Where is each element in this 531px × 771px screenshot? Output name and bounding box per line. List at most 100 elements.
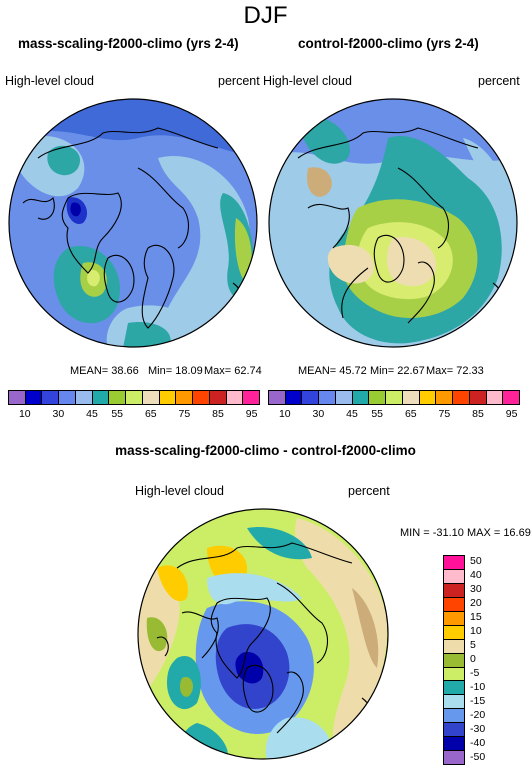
colorbar-tick-label: 10 [278,408,291,420]
diff-colorbar [443,555,465,765]
panel-1-colorbar-ticks: 10 30 45 55 65 75 85 95 [8,408,260,422]
panel-1-min: Min= 18.09 [148,365,203,377]
colorbar-swatch [444,639,464,654]
colorbar-swatch [159,391,177,404]
colorbar-swatch [444,556,464,570]
panel-1-title: mass-scaling-f2000-climo (yrs 2-4) [18,36,239,51]
colorbar-tick-label: 95 [245,408,258,420]
colorbar-tick-label: 30 [52,408,65,420]
panel-1-mean: MEAN= 38.66 [70,365,139,377]
colorbar-swatch [436,391,454,404]
colorbar-tick-label: -50 [470,751,486,763]
colorbar-swatch [319,391,336,404]
colorbar-swatch [9,391,26,404]
panel-2-mean: MEAN= 45.72 [298,365,367,377]
panel-2-colorbar [268,390,520,405]
colorbar-tick-label: 85 [472,408,484,420]
panel-2-map [268,98,518,348]
colorbar-tick-label: 65 [404,408,417,420]
panel-1-max: Max= 62.74 [204,365,262,377]
colorbar-tick-label: -30 [470,723,486,735]
colorbar-tick-label: 55 [371,408,384,420]
colorbar-swatch [243,391,260,404]
colorbar-swatch [444,569,464,584]
figure-title: DJF [243,2,288,29]
colorbar-swatch [335,391,353,404]
colorbar-swatch [444,695,464,710]
panel-1-units: percent [218,74,260,88]
colorbar-swatch [402,391,420,404]
colorbar-swatch [142,391,160,404]
colorbar-swatch [42,391,60,404]
colorbar-swatch [226,391,244,404]
colorbar-tick-label: 0 [470,653,476,665]
colorbar-tick-label: 45 [86,408,98,420]
colorbar-swatch [444,667,464,682]
colorbar-tick-label: 20 [470,597,482,609]
panel-2-variable: High-level cloud [263,74,352,88]
colorbar-tick-label: -40 [470,737,486,749]
colorbar-swatch [444,709,464,724]
colorbar-tick-label: 5 [470,639,476,651]
colorbar-swatch [444,737,464,752]
colorbar-swatch [444,583,464,598]
colorbar-tick-label: 15 [470,611,482,623]
colorbar-tick-label: 40 [470,569,482,581]
colorbar-swatch [126,391,143,404]
colorbar-swatch [453,391,470,404]
panel-2-max: Max= 72.33 [426,365,484,377]
colorbar-tick-label: 45 [346,408,358,420]
colorbar-swatch [444,597,464,612]
panel-2-colorbar-ticks: 10 30 45 55 65 75 85 95 [268,408,520,422]
diff-map [137,508,389,760]
colorbar-swatch [469,391,487,404]
colorbar-swatch [193,391,210,404]
colorbar-swatch [25,391,43,404]
colorbar-tick-label: 85 [212,408,224,420]
colorbar-swatch [352,391,370,404]
colorbar-swatch [285,391,303,404]
colorbar-swatch [92,391,110,404]
colorbar-swatch [109,391,127,404]
colorbar-swatch [444,653,464,668]
colorbar-tick-label: 75 [438,408,451,420]
colorbar-tick-label: 10 [470,625,482,637]
colorbar-tick-label: 75 [178,408,191,420]
colorbar-tick-label: 95 [505,408,518,420]
panel-1-map [8,98,258,348]
diff-title: mass-scaling-f2000-climo - control-f2000… [115,443,416,458]
colorbar-swatch [59,391,76,404]
colorbar-tick-label: 55 [111,408,124,420]
panel-2-title: control-f2000-climo (yrs 2-4) [298,36,479,51]
colorbar-swatch [486,391,504,404]
panel-2-min: Min= 22.67 [370,365,425,377]
colorbar-swatch [75,391,93,404]
colorbar-swatch [444,681,464,696]
colorbar-tick-label: 30 [312,408,325,420]
colorbar-swatch [302,391,320,404]
colorbar-swatch [503,391,520,404]
colorbar-tick-label: 10 [18,408,31,420]
colorbar-swatch [176,391,194,404]
colorbar-swatch [386,391,403,404]
colorbar-swatch [444,723,464,738]
colorbar-tick-label: -15 [470,695,486,707]
colorbar-swatch [444,625,464,640]
colorbar-tick-label: 65 [144,408,157,420]
colorbar-swatch [209,391,227,404]
colorbar-swatch [444,751,464,765]
colorbar-swatch [444,611,464,626]
colorbar-swatch [419,391,437,404]
colorbar-tick-label: 50 [470,555,482,567]
panel-2-units: percent [478,74,520,88]
colorbar-tick-label: 30 [470,583,482,595]
colorbar-tick-label: -10 [470,681,486,693]
panel-1-colorbar [8,390,260,405]
diff-colorbar-ticks: 50 40 30 20 15 10 5 0 -5 -10 -15 -20 -30 -40 -50 [470,555,510,765]
colorbar-tick-label: -5 [470,667,480,679]
colorbar-tick-label: -20 [470,709,486,721]
colorbar-swatch [369,391,387,404]
diff-minmax: MIN = -31.10 MAX = 16.69 [400,527,531,539]
panel-1-variable: High-level cloud [5,74,94,88]
colorbar-swatch [269,391,286,404]
